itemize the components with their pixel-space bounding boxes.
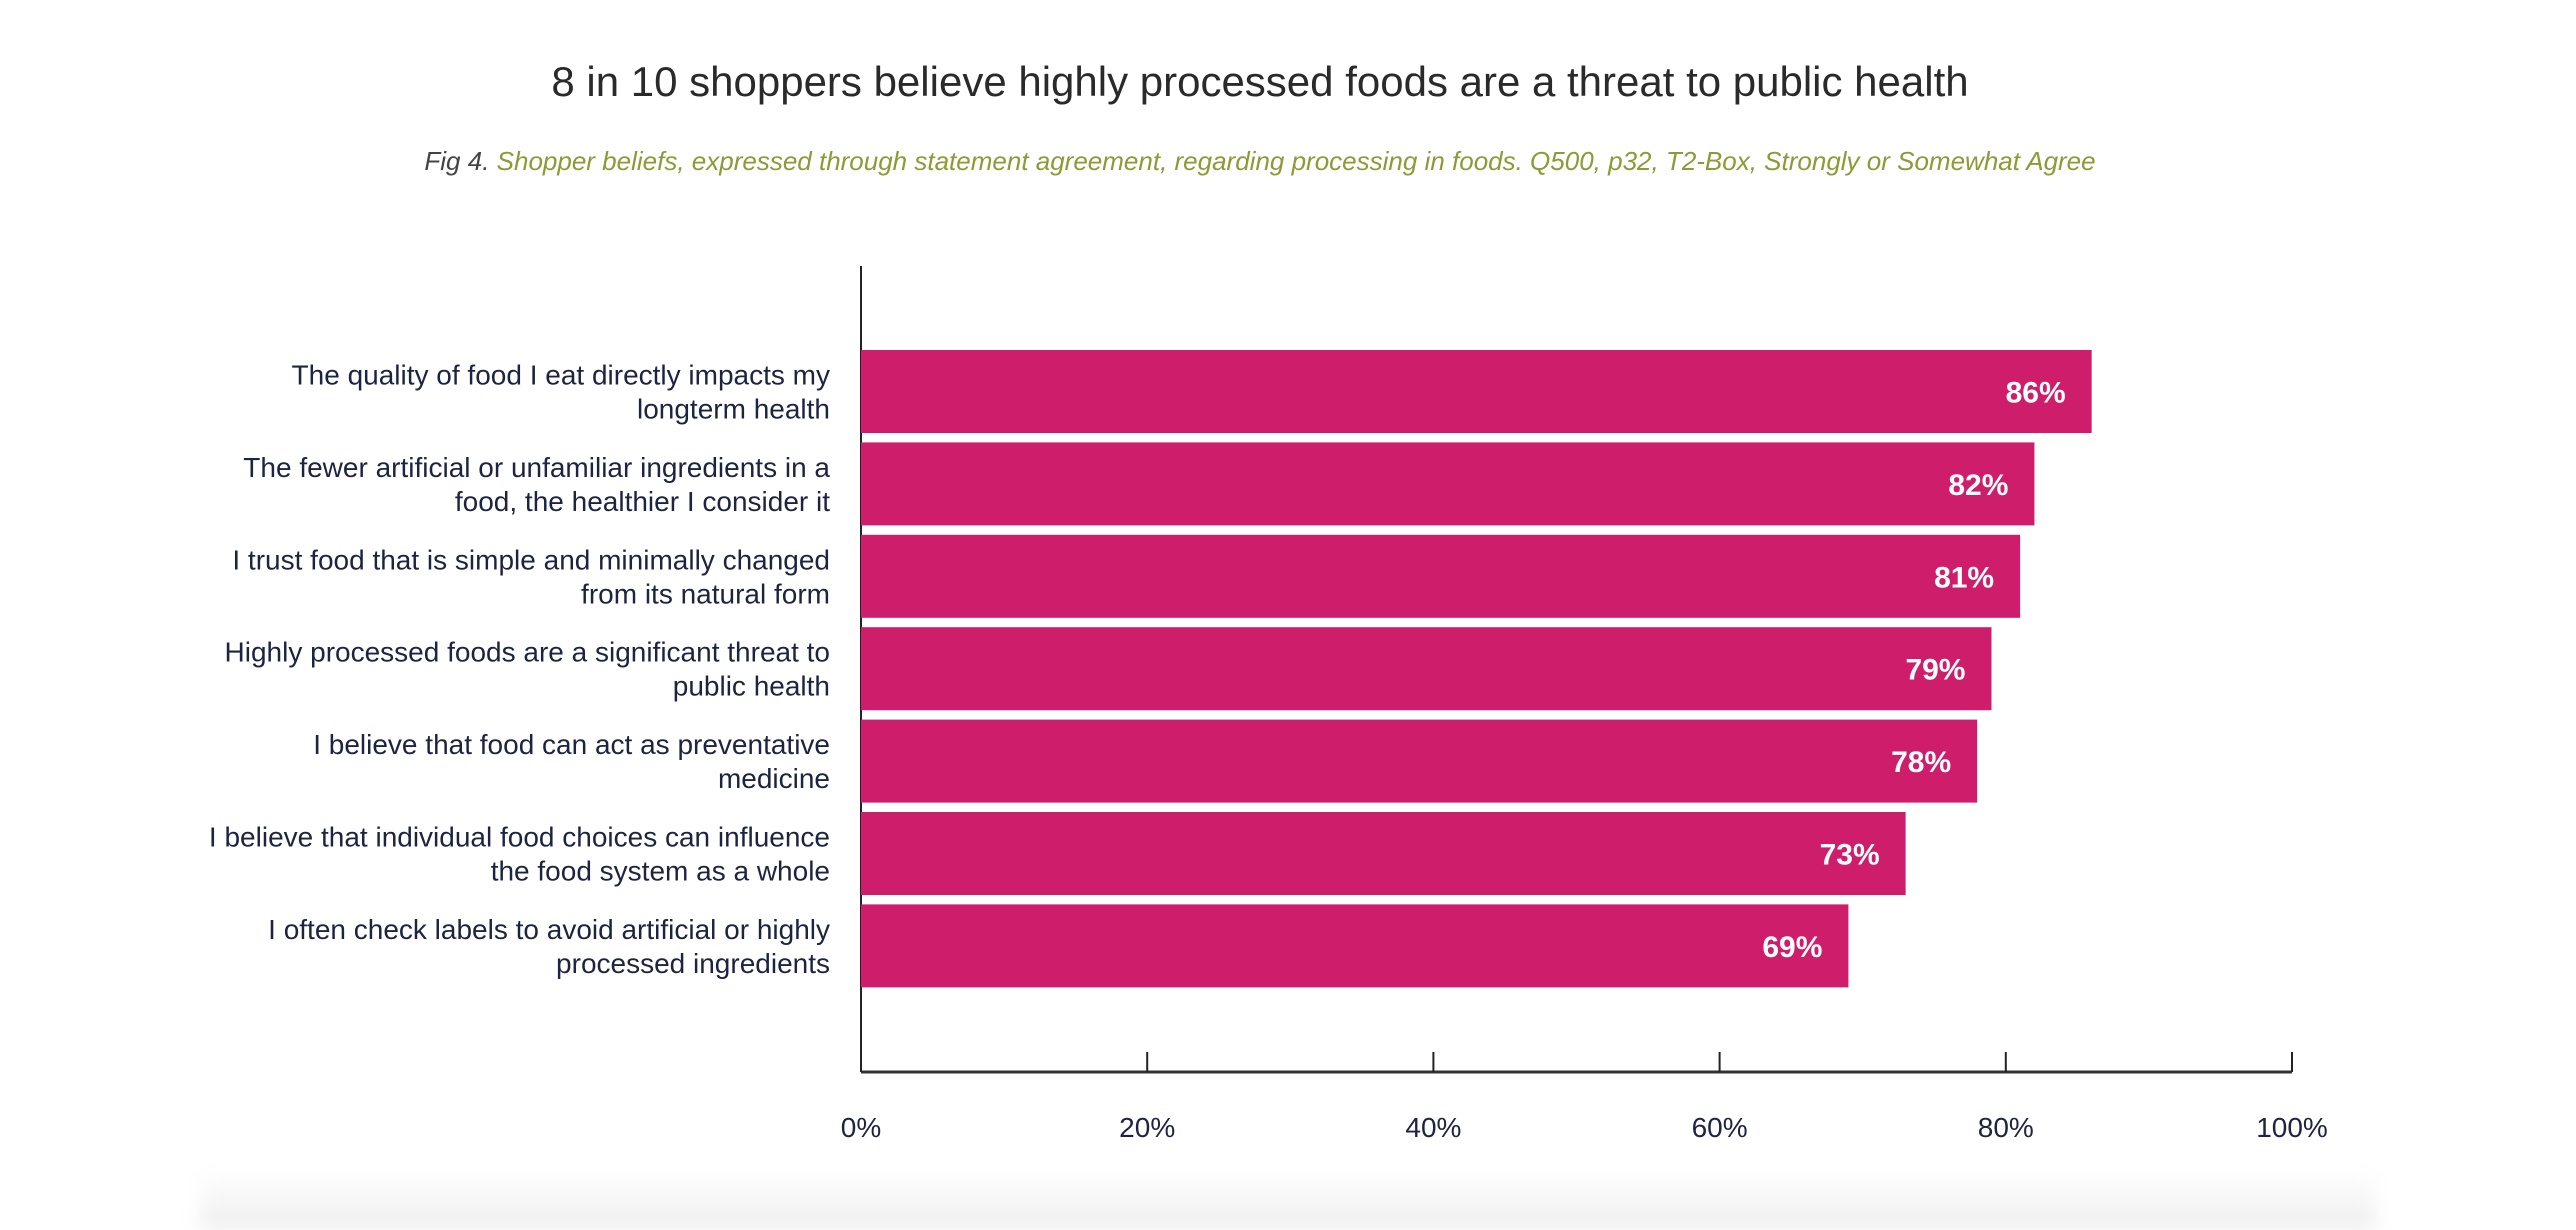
- figure-number: Fig 4.: [424, 146, 490, 176]
- category-label: Highly processed foods are a significant…: [225, 637, 830, 702]
- bar-value-label: 86%: [2006, 377, 2066, 410]
- category-label-line: The quality of food I eat directly impac…: [292, 360, 830, 391]
- x-tick-label: 100%: [2256, 1112, 2328, 1143]
- category-label-line: I often check labels to avoid artificial…: [268, 914, 830, 945]
- x-tick-label: 20%: [1119, 1112, 1175, 1143]
- x-tick-label: 40%: [1405, 1112, 1461, 1143]
- bar-value-label: 69%: [1762, 931, 1822, 964]
- bar: [861, 812, 1906, 895]
- bar: [861, 627, 1992, 711]
- category-label: I trust food that is simple and minimall…: [232, 544, 830, 609]
- category-label-line: processed ingredients: [556, 948, 830, 979]
- bar-value-label: 79%: [1905, 654, 1965, 687]
- x-tick-label: 80%: [1978, 1112, 2034, 1143]
- category-label-line: I believe that individual food choices c…: [209, 822, 830, 853]
- bar-value-label: 81%: [1934, 561, 1994, 594]
- category-label-line: Highly processed foods are a significant…: [225, 637, 830, 668]
- bar: [861, 442, 2035, 526]
- x-tick-label: 0%: [841, 1112, 881, 1143]
- bar-value-label: 73%: [1820, 839, 1880, 872]
- bar: [861, 350, 2092, 433]
- category-label-line: longterm health: [637, 394, 830, 425]
- category-label: I believe that individual food choices c…: [209, 822, 830, 887]
- bar: [861, 534, 2021, 618]
- bar-value-label: 82%: [1948, 469, 2008, 502]
- category-label-line: I believe that food can act as preventat…: [313, 729, 830, 760]
- category-label: I often check labels to avoid artificial…: [268, 914, 830, 979]
- category-label: The quality of food I eat directly impac…: [292, 360, 830, 425]
- bar-value-label: 78%: [1891, 746, 1951, 779]
- category-label: The fewer artificial or unfamiliar ingre…: [243, 452, 830, 517]
- x-tick-label: 60%: [1692, 1112, 1748, 1143]
- bar: [861, 904, 1849, 988]
- category-label-line: The fewer artificial or unfamiliar ingre…: [243, 452, 830, 483]
- bar: [861, 719, 1978, 803]
- subtitle-text: Shopper beliefs, expressed through state…: [496, 146, 2096, 176]
- category-label: I believe that food can act as preventat…: [313, 729, 830, 794]
- category-label-line: I trust food that is simple and minimall…: [232, 544, 830, 575]
- chart-title: 8 in 10 shoppers believe highly processe…: [551, 58, 1969, 105]
- chart-subtitle: Fig 4. Shopper beliefs, expressed throug…: [0, 146, 2520, 177]
- category-label-line: food, the healthier I consider it: [455, 486, 830, 517]
- category-label-line: medicine: [718, 763, 830, 794]
- category-label-line: the food system as a whole: [491, 856, 830, 887]
- category-label-line: public health: [673, 671, 830, 702]
- category-label-line: from its natural form: [581, 578, 830, 609]
